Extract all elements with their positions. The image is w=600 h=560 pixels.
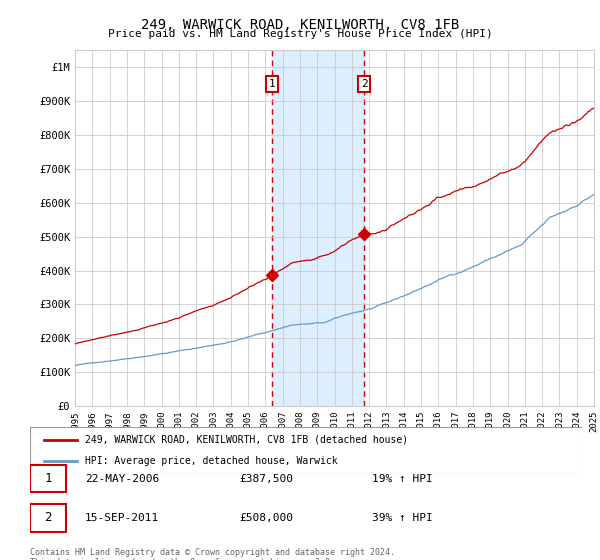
Text: £387,500: £387,500: [240, 474, 294, 483]
Text: 15-SEP-2011: 15-SEP-2011: [85, 513, 160, 522]
Text: 1: 1: [268, 80, 275, 89]
FancyBboxPatch shape: [30, 427, 582, 473]
Text: 1: 1: [44, 472, 52, 485]
Text: HPI: Average price, detached house, Warwick: HPI: Average price, detached house, Warw…: [85, 456, 338, 466]
Text: 22-MAY-2006: 22-MAY-2006: [85, 474, 160, 483]
Text: 2: 2: [361, 80, 367, 89]
Text: Contains HM Land Registry data © Crown copyright and database right 2024.
This d: Contains HM Land Registry data © Crown c…: [30, 548, 395, 560]
Text: 19% ↑ HPI: 19% ↑ HPI: [372, 474, 433, 483]
Text: 249, WARWICK ROAD, KENILWORTH, CV8 1FB: 249, WARWICK ROAD, KENILWORTH, CV8 1FB: [141, 18, 459, 32]
Text: 2: 2: [44, 511, 52, 524]
Text: 39% ↑ HPI: 39% ↑ HPI: [372, 513, 433, 522]
Text: £508,000: £508,000: [240, 513, 294, 522]
FancyBboxPatch shape: [30, 504, 66, 531]
Text: Price paid vs. HM Land Registry's House Price Index (HPI): Price paid vs. HM Land Registry's House …: [107, 29, 493, 39]
Bar: [272, 50, 364, 406]
FancyBboxPatch shape: [30, 465, 66, 492]
Text: 249, WARWICK ROAD, KENILWORTH, CV8 1FB (detached house): 249, WARWICK ROAD, KENILWORTH, CV8 1FB (…: [85, 435, 409, 445]
